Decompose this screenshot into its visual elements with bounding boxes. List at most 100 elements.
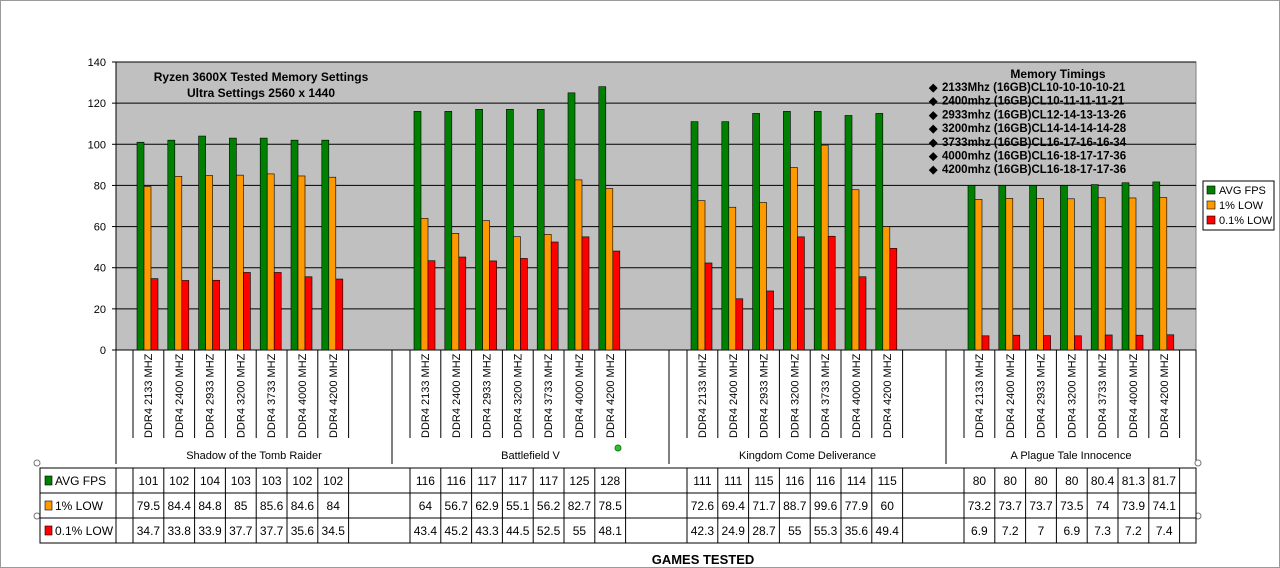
resize-handle (1194, 459, 1202, 467)
bar-1-low (882, 226, 891, 351)
bar-0-1-low (304, 276, 313, 351)
bar-1-low (574, 179, 583, 351)
table-cell: 62.9 (475, 499, 499, 513)
table-cell: 99.6 (814, 499, 838, 513)
table-cell: 81.3 (1122, 474, 1146, 488)
y-tick-label: 60 (94, 222, 106, 234)
bar-0-1-low (1135, 334, 1144, 351)
table-cell: 82.7 (568, 499, 592, 513)
table-cell: 80.4 (1091, 474, 1115, 488)
table-row-label: 0.1% LOW (55, 524, 114, 538)
table-cell: 34.5 (322, 524, 346, 538)
bar-0-1-low (889, 248, 898, 351)
bar-avg-fps (752, 113, 760, 351)
x-axis-title: GAMES TESTED (652, 552, 755, 567)
table-cell: 37.7 (260, 524, 284, 538)
bar-1-low (482, 220, 490, 351)
category-label: DDR4 4000 MHZ (574, 353, 586, 438)
table-cell: 7.4 (1156, 524, 1173, 538)
bar-0-1-low (520, 258, 528, 351)
table-cell: 35.6 (291, 524, 315, 538)
memory-timing-item: 2933mhz (16GB)CL12-14-13-13-26 (942, 109, 1126, 121)
bar-1-low (1159, 197, 1168, 351)
bar-avg-fps (1090, 184, 1099, 351)
table-cell: 43.3 (475, 524, 499, 538)
table-cell: 7 (1038, 524, 1045, 538)
table-cell: 128 (600, 474, 620, 488)
bar-1-low (420, 218, 429, 351)
diamond-bullet-icon: ◆ (928, 123, 938, 135)
bar-avg-fps (136, 141, 145, 351)
table-cell: 84.8 (198, 499, 222, 513)
table-cell: 111 (693, 474, 712, 488)
table-cell: 116 (416, 474, 435, 488)
category-label: DDR4 2133 MHZ (420, 353, 432, 438)
bar-1-low (728, 206, 737, 351)
bar-0-1-low (335, 278, 344, 351)
table-cell: 7.2 (1002, 524, 1019, 538)
bar-1-low (697, 200, 706, 351)
memory-timing-item: 3733mhz (16GB)CL16-17-16-16-34 (942, 137, 1127, 149)
table-legend-swatch (44, 475, 53, 486)
bar-avg-fps (475, 109, 483, 351)
category-label: DDR4 2933 MHZ (759, 353, 771, 438)
table-cell: 49.4 (876, 524, 900, 538)
category-label: DDR4 4200 MHZ (605, 353, 617, 438)
table-cell: 74.1 (1153, 499, 1177, 513)
category-label: DDR4 2400 MHZ (1005, 353, 1017, 438)
bar-0-1-low (550, 241, 559, 351)
table-cell: 55.3 (814, 524, 838, 538)
diamond-bullet-icon: ◆ (928, 96, 938, 108)
diamond-bullet-icon: ◆ (928, 137, 938, 149)
bar-1-low (1005, 198, 1014, 351)
bar-1-low (174, 176, 183, 351)
table-cell: 79.5 (137, 499, 161, 513)
y-tick-label: 0 (100, 345, 106, 357)
diamond-bullet-icon: ◆ (928, 151, 938, 163)
bar-0-1-low (458, 256, 467, 351)
bar-0-1-low (489, 260, 497, 351)
table-cell: 116 (816, 474, 835, 488)
table-cell: 102 (323, 474, 343, 488)
table-cell: 52.5 (537, 524, 561, 538)
bar-0-1-low (273, 272, 282, 351)
legend-swatch (1206, 215, 1216, 225)
memory-timing-item: 4000mhz (16GB)CL16-18-17-17-36 (942, 151, 1126, 163)
table-cell: 117 (508, 474, 527, 488)
table-cell: 102 (292, 474, 312, 488)
bar-avg-fps (413, 111, 422, 351)
category-label: DDR4 2133 MHZ (697, 353, 709, 438)
bar-1-low (851, 189, 860, 351)
bar-0-1-low (243, 272, 251, 351)
table-cell: 64 (419, 499, 433, 513)
data-table (39, 467, 1197, 544)
table-cell: 6.9 (971, 524, 988, 538)
bar-1-low (1067, 198, 1075, 351)
table-cell: 77.9 (845, 499, 869, 513)
bar-avg-fps (967, 185, 976, 351)
table-cell: 42.3 (691, 524, 715, 538)
bar-0-1-low (1104, 334, 1113, 351)
category-label: DDR4 3200 MHZ (512, 353, 524, 438)
chart-title-line-2: Ultra Settings 2560 x 1440 (187, 86, 335, 100)
table-cell: 80 (1004, 474, 1018, 488)
table-cell: 69.4 (722, 499, 746, 513)
y-tick-label: 120 (88, 98, 106, 110)
table-cell: 84.4 (168, 499, 192, 513)
bar-avg-fps (321, 139, 330, 351)
category-label: DDR4 2133 MHZ (974, 353, 986, 438)
category-label: DDR4 3733 MHZ (1097, 353, 1109, 438)
bar-avg-fps (506, 109, 514, 351)
category-label: DDR4 4000 MHZ (297, 353, 309, 438)
y-tick-label: 40 (94, 263, 106, 275)
category-label: DDR4 4200 MHZ (882, 353, 894, 438)
bar-1-low (759, 202, 767, 351)
table-cell: 56.2 (537, 499, 561, 513)
bar-avg-fps (167, 139, 176, 351)
table-cell: 6.9 (1063, 524, 1080, 538)
chart-title-line-1: Ryzen 3600X Tested Memory Settings (154, 70, 369, 84)
table-cell: 85.6 (260, 499, 284, 513)
category-label: DDR4 3733 MHZ (543, 353, 555, 438)
diamond-bullet-icon: ◆ (928, 82, 938, 94)
table-row-label: 1% LOW (55, 499, 104, 513)
